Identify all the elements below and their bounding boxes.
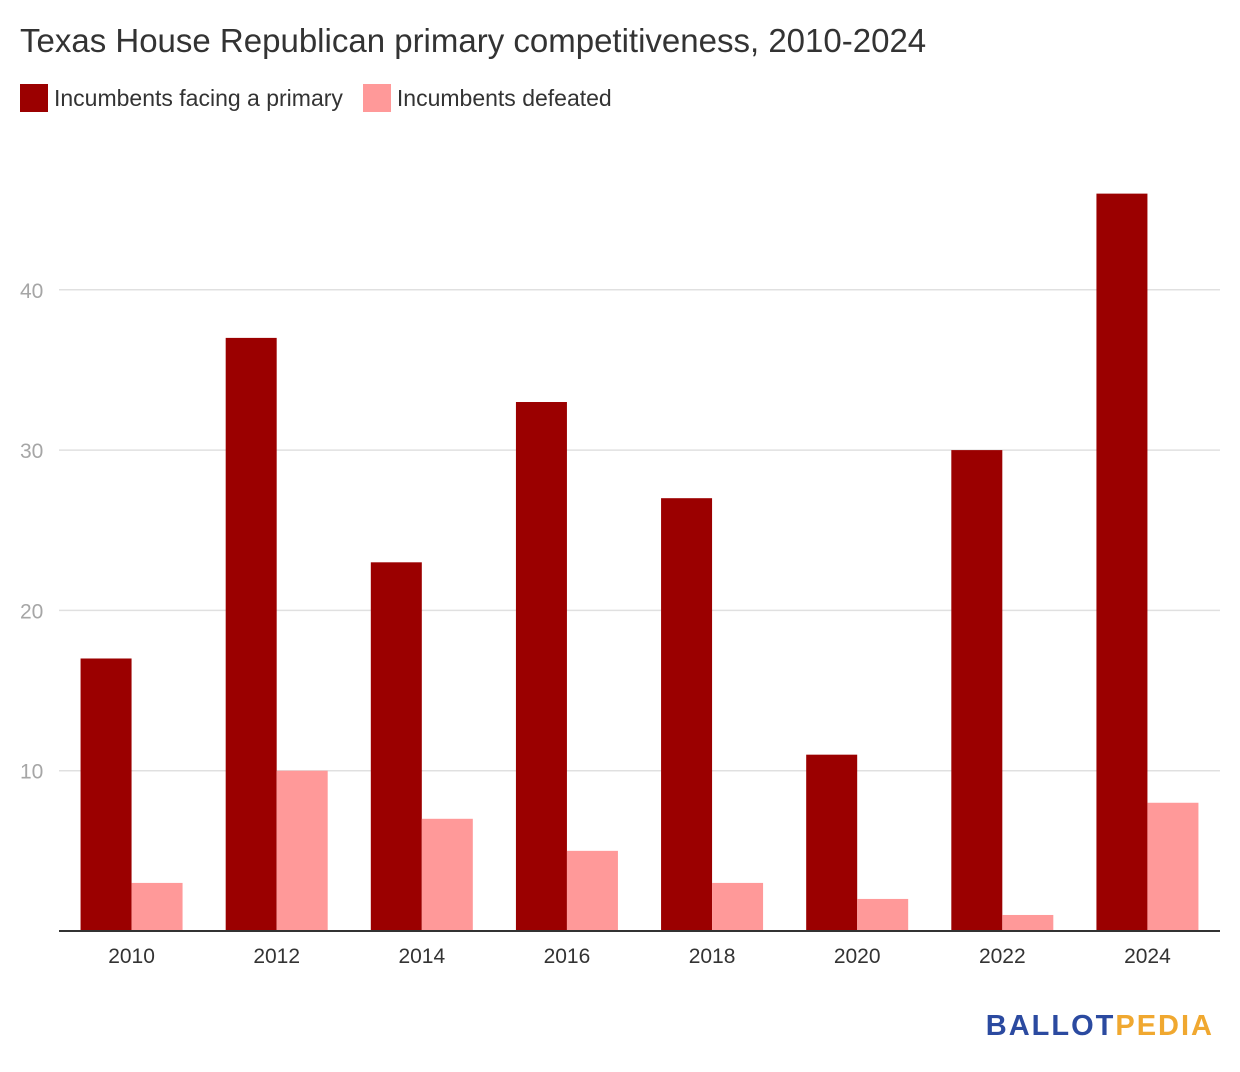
x-tick-label: 2022 bbox=[979, 945, 1026, 968]
bar-facing-primary-2018 bbox=[661, 498, 713, 931]
bar-defeated-2020 bbox=[857, 898, 909, 931]
bar-facing-primary-2010 bbox=[80, 658, 132, 931]
bar-defeated-2022 bbox=[1002, 914, 1054, 931]
y-tick-label: 40 bbox=[20, 280, 43, 303]
logo-part-ballot: BALLOT bbox=[985, 1010, 1116, 1042]
bar-defeated-2014 bbox=[421, 818, 473, 931]
bar-facing-primary-2012 bbox=[225, 337, 277, 931]
legend: Incumbents facing a primary Incumbents d… bbox=[20, 84, 632, 112]
y-tick-label: 30 bbox=[20, 440, 43, 463]
bar-chart: 10 20 30 40 2010 2012 2014 2016 2018 2020 2022 2024 bbox=[20, 193, 1220, 968]
chart-title: Texas House Republican primary competiti… bbox=[20, 22, 927, 59]
y-tick-label: 20 bbox=[20, 600, 43, 623]
x-tick-label: 2012 bbox=[253, 945, 300, 968]
legend-item-facing-primary: Incumbents facing a primary bbox=[20, 84, 343, 112]
legend-label-defeated: Incumbents defeated bbox=[396, 84, 612, 111]
x-tick-label: 2014 bbox=[398, 945, 445, 968]
x-tick-label: 2020 bbox=[834, 945, 881, 968]
x-tick-label: 2024 bbox=[1124, 945, 1171, 968]
bar-defeated-2016 bbox=[566, 850, 618, 931]
legend-label-facing-primary: Incumbents facing a primary bbox=[54, 84, 343, 111]
bar-defeated-2010 bbox=[131, 882, 183, 931]
legend-item-defeated: Incumbents defeated bbox=[362, 84, 612, 112]
x-tick-label: 2010 bbox=[108, 945, 155, 968]
x-tick-label: 2016 bbox=[544, 945, 591, 968]
legend-swatch-defeated bbox=[362, 84, 391, 112]
x-tick-label: 2018 bbox=[689, 945, 736, 968]
legend-swatch-facing-primary bbox=[20, 84, 48, 112]
bar-facing-primary-2016 bbox=[515, 402, 567, 931]
bar-defeated-2018 bbox=[712, 882, 764, 931]
logo-part-pedia: PEDIA bbox=[1115, 1010, 1214, 1042]
bar-facing-primary-2020 bbox=[806, 754, 858, 931]
bar-facing-primary-2014 bbox=[370, 562, 422, 931]
y-tick-label: 10 bbox=[20, 761, 43, 784]
bar-defeated-2012 bbox=[276, 770, 328, 931]
bar-facing-primary-2022 bbox=[951, 450, 1003, 931]
ballotpedia-logo: BALLOTPEDIA bbox=[986, 1010, 1214, 1043]
bar-facing-primary-2024 bbox=[1096, 193, 1148, 931]
bar-defeated-2024 bbox=[1147, 802, 1199, 931]
